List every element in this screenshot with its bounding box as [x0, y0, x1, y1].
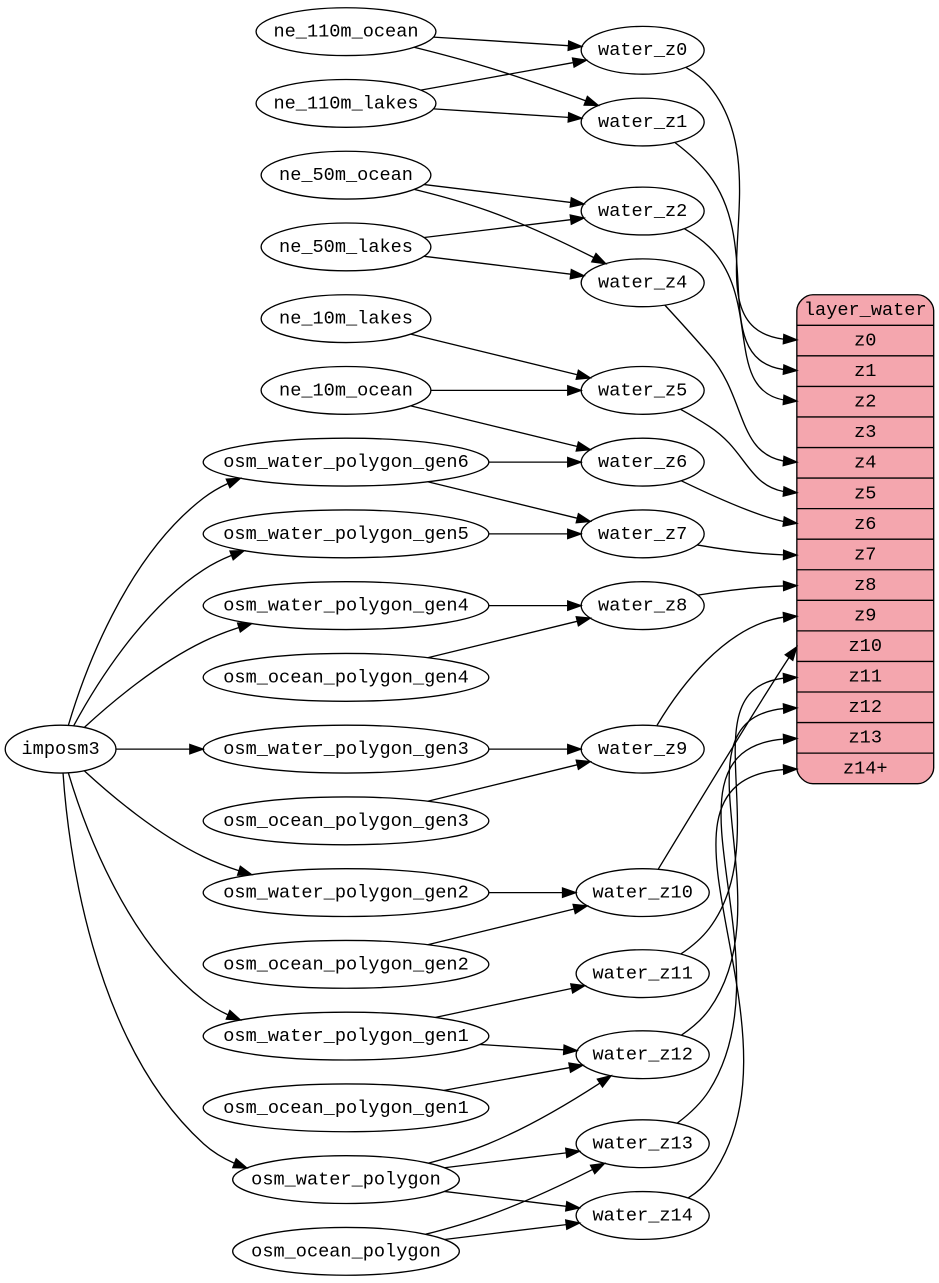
svg-text:water_z5: water_z5 [598, 380, 687, 401]
svg-text:osm_water_polygon_gen2: osm_water_polygon_gen2 [223, 883, 468, 904]
svg-text:osm_water_polygon: osm_water_polygon [251, 1169, 441, 1190]
svg-text:imposm3: imposm3 [22, 739, 100, 760]
svg-text:water_z11: water_z11 [592, 964, 692, 985]
svg-text:water_z10: water_z10 [592, 883, 692, 904]
svg-text:osm_ocean_polygon_gen4: osm_ocean_polygon_gen4 [223, 667, 468, 688]
svg-text:osm_water_polygon_gen4: osm_water_polygon_gen4 [223, 596, 468, 617]
svg-text:z0: z0 [854, 330, 876, 351]
svg-text:water_z1: water_z1 [598, 112, 687, 133]
svg-text:osm_water_polygon_gen1: osm_water_polygon_gen1 [223, 1026, 468, 1047]
svg-text:z8: z8 [854, 575, 876, 596]
svg-text:z12: z12 [849, 697, 882, 718]
svg-text:z7: z7 [854, 544, 876, 565]
svg-text:z10: z10 [849, 636, 882, 657]
svg-text:ne_10m_ocean: ne_10m_ocean [279, 380, 413, 401]
svg-text:ne_110m_ocean: ne_110m_ocean [273, 22, 418, 43]
svg-text:water_z6: water_z6 [598, 452, 687, 473]
svg-text:z5: z5 [854, 483, 876, 504]
svg-text:ne_10m_lakes: ne_10m_lakes [279, 309, 413, 330]
svg-text:z6: z6 [854, 514, 876, 535]
svg-text:water_z8: water_z8 [598, 596, 687, 617]
svg-text:z14+: z14+ [843, 758, 888, 779]
svg-text:z4: z4 [854, 453, 876, 474]
svg-text:osm_water_polygon_gen5: osm_water_polygon_gen5 [223, 524, 468, 545]
svg-text:ne_50m_ocean: ne_50m_ocean [279, 165, 413, 186]
svg-text:osm_ocean_polygon_gen2: osm_ocean_polygon_gen2 [223, 954, 468, 975]
svg-text:osm_ocean_polygon_gen3: osm_ocean_polygon_gen3 [223, 811, 468, 832]
svg-text:osm_water_polygon_gen6: osm_water_polygon_gen6 [223, 452, 468, 473]
svg-text:osm_water_polygon_gen3: osm_water_polygon_gen3 [223, 739, 468, 760]
svg-text:water_z4: water_z4 [598, 273, 687, 294]
svg-text:osm_ocean_polygon_gen1: osm_ocean_polygon_gen1 [223, 1098, 468, 1119]
svg-text:water_z7: water_z7 [598, 524, 687, 545]
svg-text:water_z0: water_z0 [598, 40, 687, 61]
svg-text:water_z2: water_z2 [598, 201, 687, 222]
svg-text:ne_110m_lakes: ne_110m_lakes [273, 93, 418, 114]
svg-text:z1: z1 [854, 361, 876, 382]
svg-text:water_z12: water_z12 [592, 1045, 692, 1066]
svg-text:osm_ocean_polygon: osm_ocean_polygon [251, 1241, 441, 1262]
svg-text:z13: z13 [849, 728, 882, 749]
svg-text:water_z13: water_z13 [592, 1134, 692, 1155]
svg-text:layer_water: layer_water [804, 300, 927, 321]
svg-text:z9: z9 [854, 606, 876, 627]
svg-text:water_z14: water_z14 [592, 1205, 692, 1226]
svg-text:water_z9: water_z9 [598, 739, 687, 760]
svg-text:ne_50m_lakes: ne_50m_lakes [279, 237, 413, 258]
svg-text:z2: z2 [854, 392, 876, 413]
svg-text:z11: z11 [849, 667, 882, 688]
svg-text:z3: z3 [854, 422, 876, 443]
